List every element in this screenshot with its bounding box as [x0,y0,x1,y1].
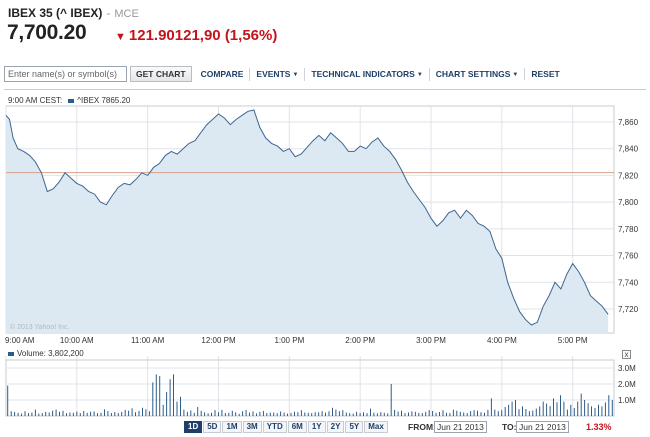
symbol-search-input[interactable] [4,66,127,82]
x-tick-label: 9:00 AM [5,336,35,345]
legend-time: 9:00 AM CEST: [8,96,63,105]
volume-tick-label: 3.0M [618,364,636,373]
x-tick-label: 2:00 PM [345,336,375,345]
down-arrow-icon: ▼ [115,31,126,43]
volume-legend-text: Volume: 3,802,200 [17,349,84,358]
x-tick-label: 12:00 PM [201,336,236,345]
volume-bars [7,374,613,416]
y-tick-label: 7,820 [618,171,639,180]
to-date-input[interactable]: Jun 21 2013 [516,421,569,433]
caret-down-icon: ▼ [292,71,299,78]
y-tick-label: 7,760 [618,252,639,261]
copyright-watermark: © 2013 Yahoo! Inc. [10,323,69,331]
price-y-axis: 7,720 7,740 7,760 7,780 7,800 7,820 7,840 7,860 [618,118,639,314]
x-tick-label: 3:00 PM [416,336,446,345]
reset-link[interactable]: RESET [524,68,565,80]
x-tick-label: 4:00 PM [487,336,517,345]
range-button-max[interactable]: Max [364,421,388,433]
price-change-value: 121.90121,90 (1,56%) [128,27,278,44]
separator: - [106,6,111,20]
y-tick-label: 7,740 [618,278,639,287]
events-menu[interactable]: EVENTS ▼ [249,67,304,81]
last-price: 7,700.20 [7,21,87,44]
volume-tick-label: 2.0M [618,380,636,389]
get-chart-button[interactable]: GET CHART [130,66,192,82]
caret-down-icon: ▼ [512,71,519,78]
range-button-1m[interactable]: 1M [222,421,242,433]
exchange-label: MCE [114,8,139,20]
range-button-2y[interactable]: 2Y [326,421,345,433]
range-button-3m[interactable]: 3M [242,421,262,433]
caret-down-icon: ▼ [416,71,423,78]
volume-grid [5,359,615,417]
legend-series: ^IBEX 7865.20 [77,96,131,105]
price-legend: 9:00 AM CEST: ^IBEX 7865.20 [8,96,130,105]
x-tick-label: 10:00 AM [60,336,94,345]
range-selector: 1D 5D 1M 3M YTD 6M 1Y 2Y 5Y Max [184,421,389,433]
from-label: FROM: [408,422,436,432]
series-swatch [68,98,75,103]
y-tick-label: 7,800 [618,198,639,207]
close-volume-icon[interactable]: x [622,350,631,359]
volume-legend: Volume: 3,802,200 [8,349,84,358]
price-line [5,109,609,326]
period-change: 1.33% [586,422,612,432]
chart-settings-label: CHART SETTINGS [435,68,511,79]
to-label: TO: [502,422,517,432]
range-button-5y[interactable]: 5Y [345,421,364,433]
y-tick-label: 7,860 [618,118,639,127]
range-button-1y[interactable]: 1Y [307,421,326,433]
range-button-1d[interactable]: 1D [184,421,203,433]
x-tick-label: 5:00 PM [558,336,588,345]
y-tick-label: 7,780 [618,225,639,234]
range-button-5d[interactable]: 5D [203,421,222,433]
technical-indicators-label: TECHNICAL INDICATORS [311,68,415,79]
symbol-name: IBEX 35 (^ IBEX) [8,6,103,20]
volume-swatch [8,351,14,356]
volume-frame [5,359,615,417]
time-x-axis: 9:00 AM 10:00 AM 11:00 AM 12:00 PM 1:00 PM 2:… [5,336,588,345]
x-tick-label: 11:00 AM [131,336,165,345]
range-button-6m[interactable]: 6M [287,421,307,433]
chart-toolbar: GET CHART COMPARE EVENTS▼ TECHNICAL INDI… [4,65,646,83]
toolbar-divider [4,89,646,90]
chart-settings-menu[interactable]: CHART SETTINGS ▼ [428,67,525,81]
from-date-input[interactable]: Jun 21 2013 [434,421,487,433]
technical-indicators-menu[interactable]: TECHNICAL INDICATORS ▼ [304,67,428,81]
quote-title: IBEX 35 (^ IBEX) - MCE [8,6,139,20]
events-label: EVENTS [256,68,291,79]
x-tick-label: 1:00 PM [274,336,304,345]
price-change: ▼ 121.90121,90 (1,56%) [115,27,277,44]
compare-link[interactable]: COMPARE [200,69,244,79]
y-tick-label: 7,720 [618,305,639,314]
y-tick-label: 7,840 [618,145,639,154]
range-button-ytd[interactable]: YTD [262,421,287,433]
volume-tick-label: 1.0M [618,396,636,405]
volume-y-axis: 1.0M 2.0M 3.0M [618,364,636,405]
